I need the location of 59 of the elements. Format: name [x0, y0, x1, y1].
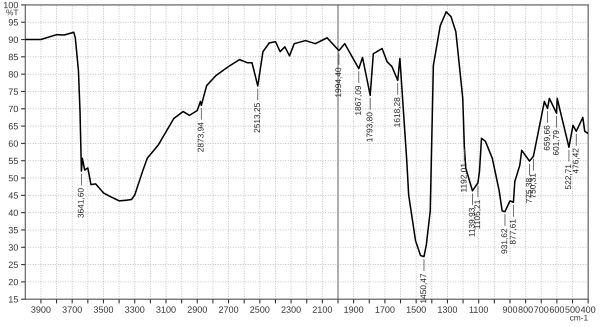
annotation: 877,61: [510, 219, 517, 244]
annotation: 1105,21: [474, 200, 482, 229]
x-tick-label: 3300: [125, 306, 144, 313]
annotation: 931,62: [501, 228, 508, 254]
y-tick-label: 70: [8, 106, 18, 112]
y-tick-label: 55: [8, 158, 18, 164]
y-tick-label: 65: [8, 123, 18, 130]
x-axis-title: cm-1: [570, 314, 588, 321]
y-tick-label: 35: [8, 226, 18, 234]
y-tick-label: 100: [4, 2, 18, 8]
x-tick-label: 400: [580, 306, 596, 313]
x-tick-label: 2900: [188, 306, 207, 313]
x-tick-label: 2500: [250, 306, 270, 313]
y-tick-label: 85: [8, 54, 18, 60]
annotation: 1618,28: [394, 98, 401, 127]
y-axis-title: %T: [6, 10, 18, 16]
annotation: 1450,47: [420, 274, 428, 303]
annotation: 3641,60: [78, 188, 85, 218]
annotation: 1139,93: [468, 208, 476, 237]
x-tick-label: 2300: [281, 306, 301, 313]
x-tick-label: 900: [502, 306, 518, 313]
y-tick-label: 15: [8, 296, 18, 303]
y-tick-label: 25: [8, 262, 18, 268]
x-tick-label: 3100: [156, 306, 176, 313]
x-tick-label: 2100: [312, 306, 332, 313]
x-tick-label: 1900: [344, 306, 364, 313]
x-tick-label: 3500: [94, 306, 114, 313]
annotation: 1994,40: [335, 68, 342, 97]
x-tick-label: 800: [518, 306, 533, 313]
line-series: [25, 11, 588, 258]
x-tick-label: 1300: [438, 306, 458, 313]
x-tick-label: 2700: [218, 306, 238, 313]
y-tick-label: 80: [8, 71, 18, 78]
y-tick-label: 90: [8, 36, 18, 43]
x-tick-label: 1700: [376, 306, 395, 313]
annotation: 1793,80: [366, 112, 374, 142]
y-tick-label: 20: [8, 278, 18, 286]
annotation: 659,66: [544, 126, 551, 150]
y-tick-label: 50: [8, 174, 18, 182]
x-tick-label: 3900: [31, 306, 51, 313]
annotation: 2873,94: [198, 122, 205, 152]
annotation: 2513,25: [254, 103, 261, 132]
y-tick-label: 75: [8, 88, 18, 95]
annotation: 476,42: [572, 148, 580, 174]
x-tick-label: 1100: [470, 306, 488, 313]
annotation: 522,71: [565, 164, 572, 190]
x-tick-label: 700: [534, 306, 548, 313]
annotation: 1867,09: [355, 86, 362, 115]
y-tick-label: 95: [8, 19, 18, 26]
annotation: 1192,01: [460, 163, 468, 192]
y-tick-label: 30: [8, 244, 18, 251]
y-tick-label: 45: [8, 192, 18, 199]
x-tick-label: 600: [550, 306, 564, 313]
x-tick-label: 500: [565, 306, 580, 313]
annotation: 601,79: [552, 130, 560, 156]
y-tick-label: 40: [8, 210, 18, 216]
x-tick-label: 3700: [62, 306, 82, 313]
y-tick-label: 60: [8, 140, 18, 147]
x-tick-label: 1500: [406, 306, 426, 313]
